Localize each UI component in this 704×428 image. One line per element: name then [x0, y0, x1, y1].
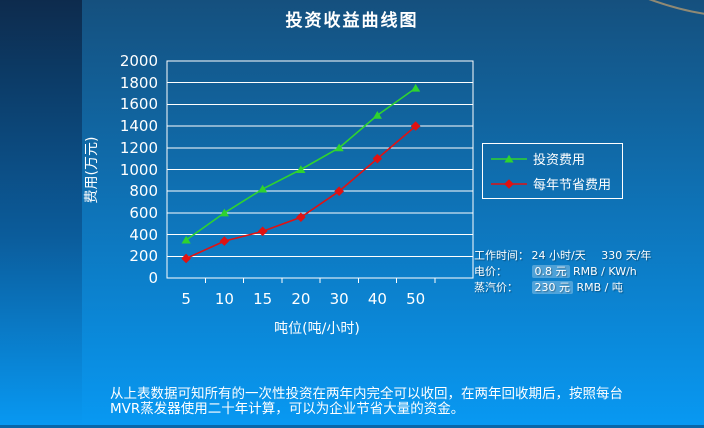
electricity-price-value: 0.8 元: [531, 265, 570, 278]
work-time-row: 工作时间： 24 小时/天 330 天/年: [474, 248, 651, 264]
bottom-edge-strip: [0, 425, 704, 428]
series-line-savings: [185, 125, 417, 260]
data-point-marker: [219, 208, 229, 217]
data-point-marker: [372, 110, 382, 119]
left-accent-bar: [0, 0, 82, 428]
data-point-marker: [181, 235, 191, 244]
data-point-marker: [181, 253, 191, 264]
data-point-marker: [504, 178, 514, 189]
y-tick-label: 1600: [119, 95, 158, 114]
data-point-marker: [219, 236, 230, 246]
steam-price-value: 230 元: [531, 281, 573, 294]
data-point-marker: [257, 226, 268, 237]
steam-price-row: 蒸汽价： 230 元 RMB / 吨: [474, 280, 651, 296]
data-point-marker: [296, 212, 306, 223]
x-tick-label: 20: [291, 290, 311, 308]
legend-line-triangle-icon: [491, 154, 527, 162]
data-point-marker: [504, 154, 514, 162]
legend-item-investment: 投资费用: [483, 149, 622, 168]
steam-price-unit: RMB / 吨: [576, 281, 623, 294]
data-point-marker: [334, 186, 344, 196]
y-tick-label: 1400: [119, 117, 158, 136]
y-tick-label: 1000: [119, 160, 158, 179]
work-days-value: 330 天/年: [601, 249, 652, 262]
y-tick-label: 2000: [119, 52, 158, 70]
data-point-marker: [372, 153, 383, 164]
slide-title: 投资收益曲线图: [285, 11, 419, 31]
data-point-marker: [334, 143, 344, 152]
legend-line-diamond-icon: [491, 178, 527, 189]
x-tick-label: 10: [214, 290, 234, 308]
y-tick-label: 800: [129, 182, 158, 201]
x-tick-label: 50: [406, 290, 426, 308]
data-point-marker: [411, 83, 421, 92]
data-point-marker: [296, 165, 306, 173]
x-tick-label: 15: [253, 290, 273, 308]
steam-price-label: 蒸汽价：: [474, 281, 518, 294]
work-hours-value: 24 小时/天: [531, 249, 586, 262]
x-axis-title: 吨位(吨/小时): [274, 321, 360, 337]
legend-label-investment: 投资费用: [533, 153, 586, 168]
y-tick-label: 600: [129, 203, 158, 222]
data-point-marker: [410, 121, 421, 131]
y-tick-label: 200: [129, 247, 158, 266]
y-axis-title: 费用(万元): [84, 136, 100, 204]
x-tick-label: 40: [367, 290, 387, 308]
chart-legend: 投资费用 每年节省费用: [482, 143, 623, 199]
y-tick-label: 1200: [119, 138, 158, 157]
x-tick-label: 5: [181, 290, 191, 308]
x-tick-label: 30: [329, 290, 349, 308]
parameters-panel: 工作时间： 24 小时/天 330 天/年 电价： 0.8 元 RMB / KW…: [474, 248, 651, 296]
y-tick-label: 400: [129, 225, 158, 244]
electricity-price-unit: RMB / KW/h: [573, 265, 637, 278]
footer-paragraph: 从上表数据可知所有的一次性投资在两年内完全可以收回，在两年回收期后，按照每台MV…: [110, 386, 623, 417]
legend-item-savings: 每年节省费用: [483, 174, 622, 193]
electricity-price-row: 电价： 0.8 元 RMB / KW/h: [474, 264, 651, 280]
y-tick-label: 0: [148, 269, 158, 287]
y-tick-label: 1800: [119, 73, 158, 92]
data-point-marker: [258, 184, 268, 193]
electricity-price-label: 电价：: [474, 265, 507, 278]
corner-arc-decoration: [648, 0, 704, 15]
legend-label-savings: 每年节省费用: [533, 178, 612, 193]
work-time-label: 工作时间：: [474, 249, 529, 262]
